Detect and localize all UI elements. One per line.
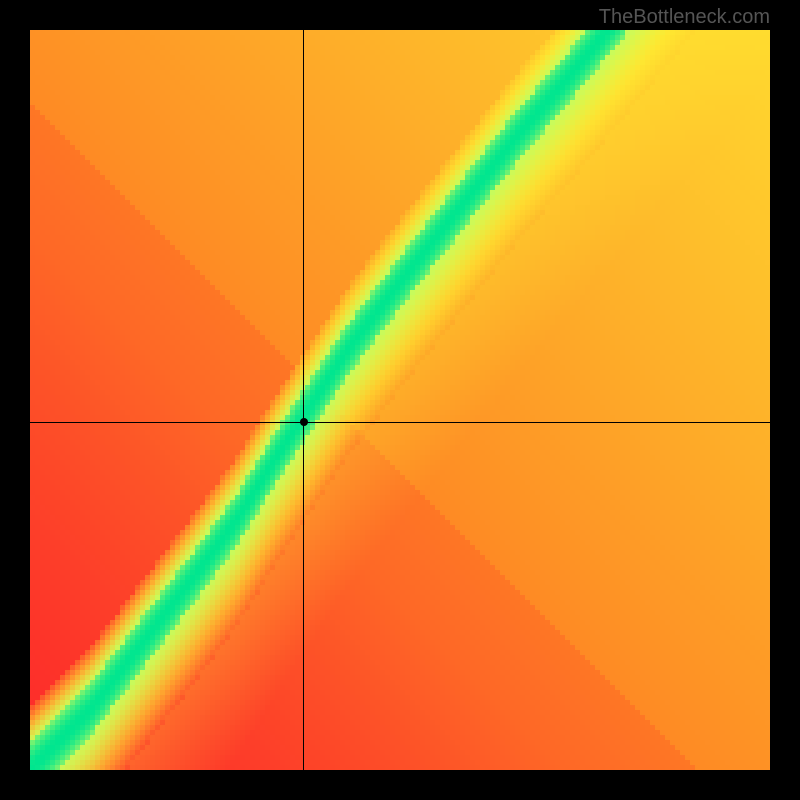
- chart-container: TheBottleneck.com: [0, 0, 800, 800]
- crosshair-horizontal: [30, 422, 770, 423]
- marker-dot: [300, 418, 308, 426]
- watermark-text: TheBottleneck.com: [599, 6, 770, 29]
- crosshair-vertical: [303, 30, 304, 770]
- heatmap-canvas: [30, 30, 770, 770]
- plot-area: [30, 30, 770, 770]
